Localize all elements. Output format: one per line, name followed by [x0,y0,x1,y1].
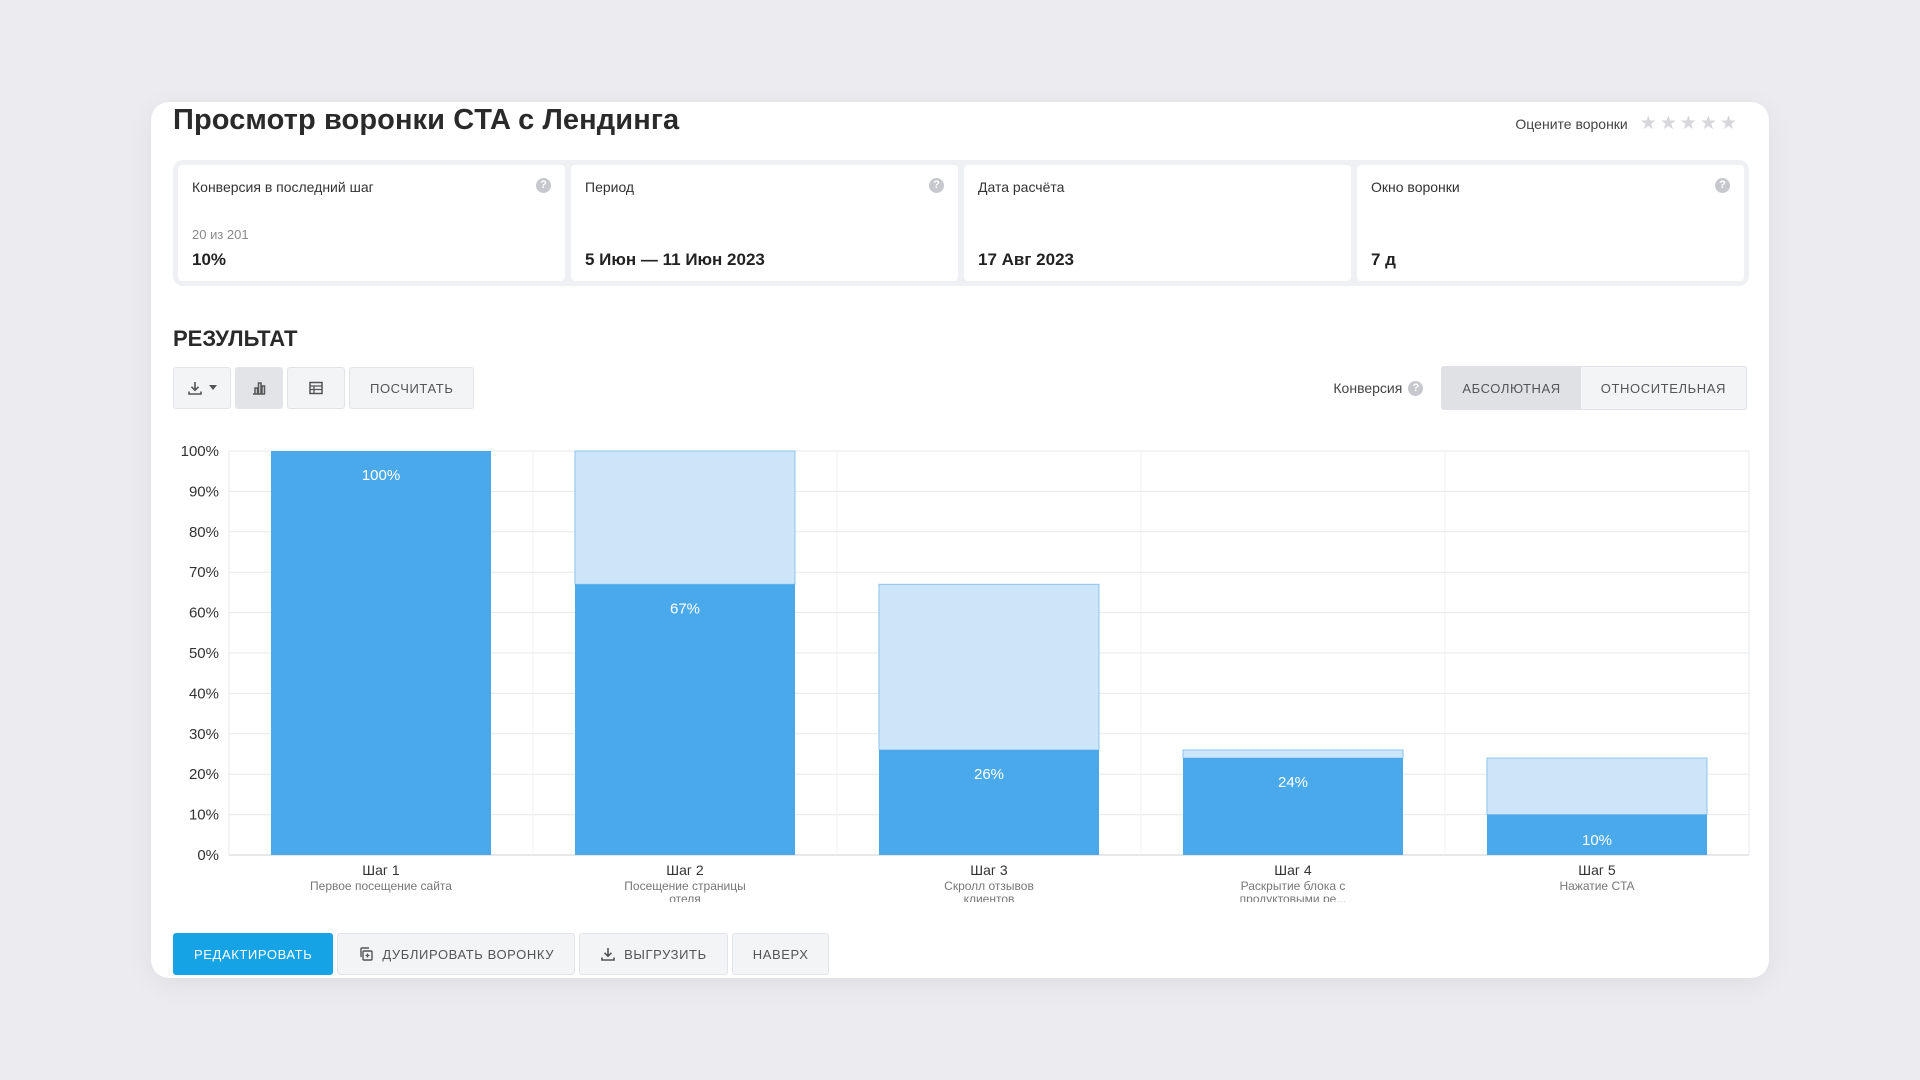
x-category-subtitle: Раскрытие блока с [1241,879,1346,893]
table-icon [309,381,323,395]
stat-value: 7 д [1371,250,1396,269]
download-icon [601,948,615,961]
export-button[interactable]: ВЫГРУЗИТЬ [579,933,728,975]
star-icon[interactable]: ★ [1719,113,1737,134]
x-category-subtitle: Скролл отзывов [944,879,1034,893]
y-tick-label: 10% [189,807,219,824]
bar-value-label: 10% [1582,832,1612,849]
edit-button[interactable]: РЕДАКТИРОВАТЬ [173,933,334,975]
conversion-label: Конверсия [1333,380,1403,396]
chart-toolbar: ПОСЧИТАТЬ [173,367,475,409]
stat-sub: 20 из 201 [192,227,249,242]
star-icon[interactable]: ★ [1659,113,1677,134]
x-category-label: Шаг 3 [970,862,1008,878]
help-icon[interactable]: ? [1408,380,1424,396]
duplicate-funnel-button[interactable]: ДУБЛИРОВАТЬ ВОРОНКУ [337,933,576,975]
y-tick-label: 70% [189,564,219,581]
section-title: РЕЗУЛЬТАТ [173,326,298,351]
help-icon[interactable]: ? [929,178,944,193]
drop-off-bar [1182,749,1404,759]
x-category-subtitle: Посещение страницы [624,879,745,893]
x-category-label: Шаг 2 [666,862,704,878]
rating-widget: Оцените воронки ★ ★ ★ ★ ★ [1515,114,1737,133]
x-category-label: Шаг 1 [362,862,400,878]
stat-card-period: Период ? 5 Июн — 11 Июн 2023 [571,165,958,281]
scroll-top-button[interactable]: НАВЕРХ [731,933,830,975]
x-category-subtitle: клиентов [964,892,1015,902]
bar-chart-icon [253,382,266,395]
stat-card-calc-date: Дата расчёта 17 Авг 2023 [964,165,1351,281]
funnel-chart-svg: 0% 10% 20% 30% 40% 50% 60% 70% 80% 90% 100% 100% Шаг… [181,443,1750,902]
y-tick-label: 100% [181,443,219,460]
stat-label: Окно воронки [1371,179,1460,195]
bar-chart-view-button[interactable] [235,367,283,409]
funnel-card: Просмотр воронки CTA с Лендинга Оцените … [151,102,1769,978]
stat-label: Конверсия в последний шаг [192,179,374,195]
y-tick-label: 40% [189,685,219,702]
table-view-button[interactable] [287,367,345,409]
drop-off-bar [1486,757,1708,816]
stat-value: 5 Июн — 11 Июн 2023 [585,250,765,269]
drop-off-bar [878,583,1100,751]
stat-value: 17 Авг 2023 [978,250,1074,269]
y-tick-label: 0% [197,847,219,864]
conversion-bar [575,584,795,855]
drop-off-bar [574,450,796,585]
page-title: Просмотр воронки CTA с Лендинга [173,104,680,136]
help-icon[interactable]: ? [1715,178,1730,193]
y-tick-label: 20% [189,766,219,783]
duplicate-funnel-label: ДУБЛИРОВАТЬ ВОРОНКУ [382,946,555,962]
stat-label: Период [585,179,635,195]
y-tick-label: 60% [189,605,219,622]
conversion-mode-toggle: АБСОЛЮТНАЯ ОТНОСИТЕЛЬНАЯ [1441,366,1747,410]
funnel-chart: 0% 10% 20% 30% 40% 50% 60% 70% 80% 90% 100% 100% Шаг… [151,432,1769,902]
bar-value-label: 100% [362,467,400,484]
download-icon [188,382,202,395]
edit-button-label: РЕДАКТИРОВАТЬ [194,946,313,962]
conversion-bar [879,749,1099,855]
conversion-bar [1183,758,1403,855]
y-tick-label: 90% [189,483,219,500]
stat-card-conversion: Конверсия в последний шаг ? 20 из 201 10… [178,165,565,281]
stat-value: 10% [192,250,227,269]
scroll-top-label: НАВЕРХ [752,946,809,962]
stat-label: Дата расчёта [978,179,1065,195]
relative-mode-button[interactable]: ОТНОСИТЕЛЬНАЯ [1600,380,1726,396]
x-category-subtitle: отеля [669,892,701,902]
star-icon[interactable]: ★ [1679,113,1697,134]
rating-stars: ★ ★ ★ ★ ★ [1640,114,1737,133]
y-tick-label: 30% [189,726,219,743]
bar-value-label: 26% [974,766,1004,783]
bar-value-label: 24% [1278,774,1308,791]
conversion-mode: Конверсия ? АБСОЛЮТНАЯ ОТНОСИТЕЛЬНАЯ [1333,366,1747,410]
export-label: ВЫГРУЗИТЬ [624,946,707,962]
conversion-bar [1487,814,1707,855]
help-icon[interactable]: ? [536,178,551,193]
absolute-mode-button[interactable]: АБСОЛЮТНАЯ [1442,367,1581,409]
x-category-label: Шаг 5 [1578,862,1616,878]
bar-value-label: 67% [670,600,700,617]
star-icon[interactable]: ★ [1639,113,1657,134]
calculate-button[interactable]: ПОСЧИТАТЬ [349,367,475,409]
x-category-subtitle: Первое посещение сайта [310,879,452,893]
x-category-label: Шаг 4 [1274,862,1312,878]
action-bar: РЕДАКТИРОВАТЬ ДУБЛИРОВАТЬ ВОРОНКУ ВЫГРУЗ… [173,933,830,975]
star-icon[interactable]: ★ [1699,113,1717,134]
x-category-subtitle: Нажатие CTA [1559,879,1634,893]
stat-card-window: Окно воронки ? 7 д [1357,165,1744,281]
conversion-bar [271,451,491,855]
y-tick-label: 50% [189,645,219,662]
stats-panel: Конверсия в последний шаг ? 20 из 201 10… [173,160,1749,286]
copy-icon [360,947,374,961]
caret-down-icon [209,385,217,390]
rating-label: Оцените воронки [1515,115,1628,132]
download-dropdown-button[interactable] [173,367,231,409]
x-category-subtitle: продуктовыми ре... [1240,892,1347,902]
y-tick-label: 80% [189,524,219,541]
